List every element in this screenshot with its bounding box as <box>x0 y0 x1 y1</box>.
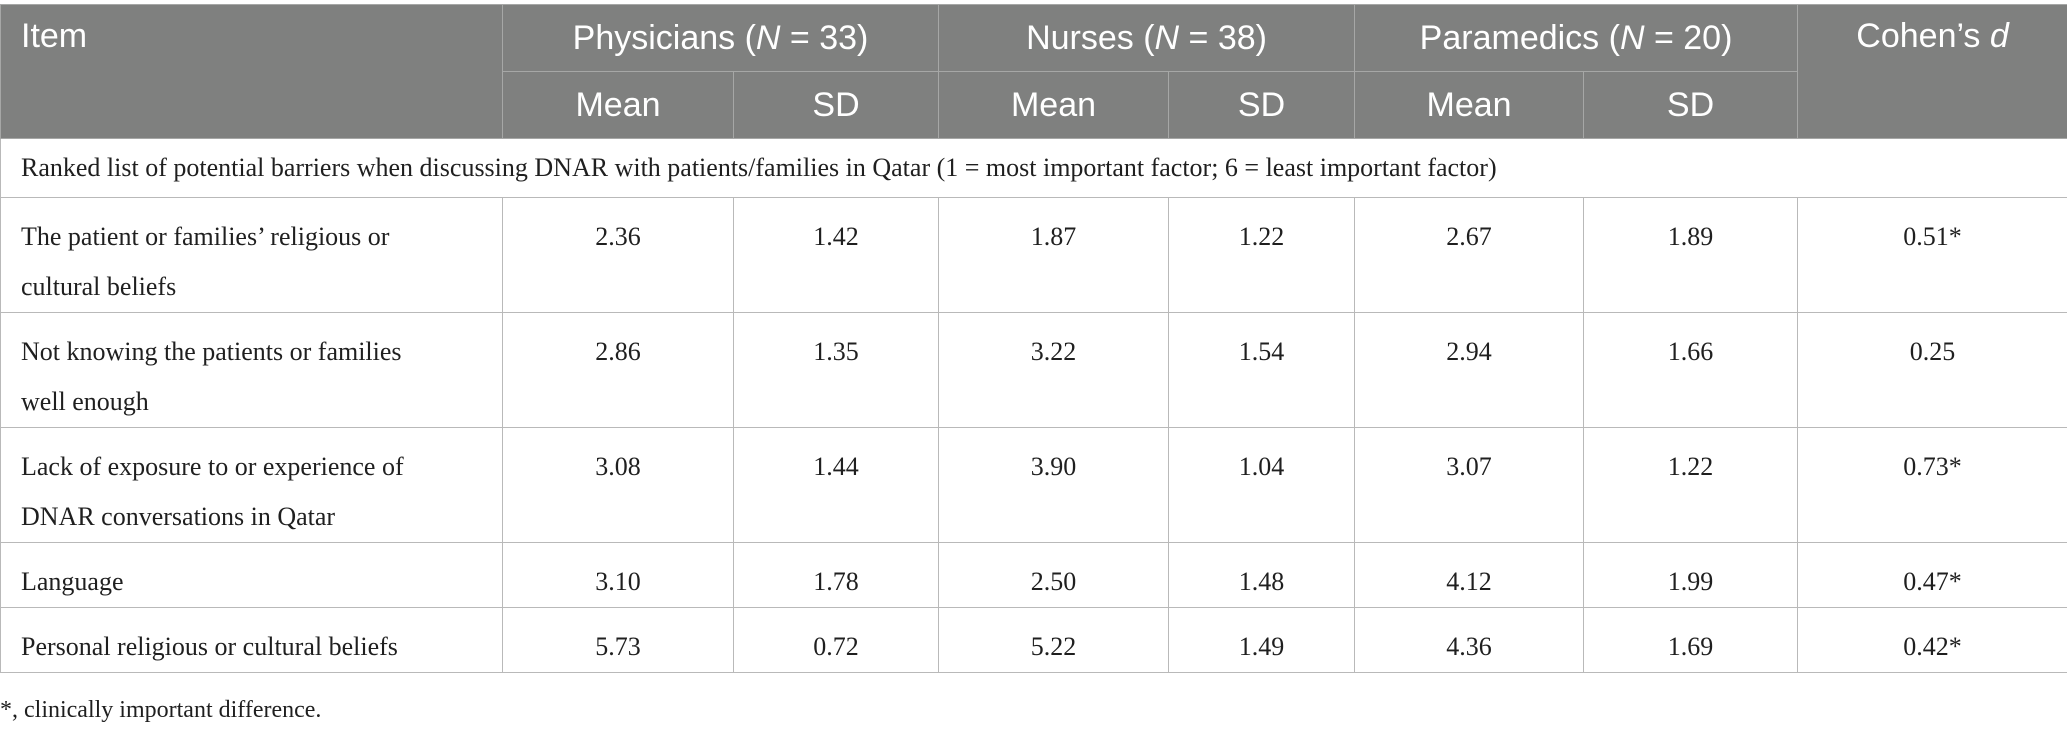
header-sub-sd: SD <box>1168 71 1356 139</box>
header-row-groups: Item Physicians (N = 33) Nurses (N = 38)… <box>0 4 2067 139</box>
table-row: The patient or families’ religious or cul… <box>0 197 2067 313</box>
table-row: Lack of exposure to or experience of DNAR… <box>0 427 2067 543</box>
item-cell: The patient or families’ religious or cul… <box>0 197 503 313</box>
header-physicians-suffix: = 33) <box>780 18 869 57</box>
value-cell: 2.86 <box>502 312 734 428</box>
header-cohen-prefix: Cohen’s <box>1856 17 1990 55</box>
value-cell: 1.44 <box>732 427 940 543</box>
value-cell: 0.72 <box>732 607 940 673</box>
header-nurses-suffix: = 38) <box>1179 18 1267 57</box>
value-cell: 1.35 <box>732 312 940 428</box>
item-cell: Language <box>0 542 503 608</box>
value-cell: 1.42 <box>732 197 940 313</box>
header-nurses-prefix: Nurses ( <box>1026 18 1155 57</box>
value-cell: 4.12 <box>1354 542 1585 608</box>
cohen-cell: 0.51* <box>1797 197 2067 313</box>
table-row: Not knowing the patients or families well… <box>0 312 2067 428</box>
item-line: Lack of exposure to or experience of <box>21 452 404 481</box>
header-physicians: Physicians (N = 33) <box>501 4 940 72</box>
header-paramedics-suffix: = 20) <box>1644 18 1733 57</box>
value-cell: 1.48 <box>1168 542 1356 608</box>
cohen-cell: 0.25 <box>1797 312 2067 428</box>
value-cell: 3.22 <box>938 312 1170 428</box>
value-cell: 2.94 <box>1354 312 1585 428</box>
header-sub-mean: Mean <box>1354 71 1585 139</box>
value-cell: 1.87 <box>938 197 1170 313</box>
cohen-cell: 0.47* <box>1797 542 2067 608</box>
header-paramedics: Paramedics (N = 20) <box>1354 4 1799 72</box>
value-cell: 1.54 <box>1168 312 1356 428</box>
value-cell: 1.22 <box>1168 197 1356 313</box>
value-cell: 1.49 <box>1168 607 1356 673</box>
value-cell: 1.66 <box>1583 312 1799 428</box>
header-nurses-n: N <box>1154 18 1180 57</box>
value-cell: 1.04 <box>1168 427 1356 543</box>
header-sub-sd: SD <box>1583 71 1799 139</box>
header-item: Item <box>0 4 503 139</box>
header-cohens-d: Cohen’s d <box>1797 4 2067 139</box>
cohen-cell: 0.42* <box>1797 607 2067 673</box>
header-cohen-d: d <box>1989 17 2009 55</box>
header-sub-mean: Mean <box>938 71 1170 139</box>
value-cell: 1.99 <box>1583 542 1799 608</box>
value-cell: 3.90 <box>938 427 1170 543</box>
item-line: Not knowing the patients or families <box>21 337 402 366</box>
cohen-cell: 0.73* <box>1797 427 2067 543</box>
footnote: *, clinically important difference. <box>0 697 322 723</box>
value-cell: 1.69 <box>1583 607 1799 673</box>
header-paramedics-prefix: Paramedics ( <box>1419 18 1620 57</box>
item-line: well enough <box>21 387 149 416</box>
item-cell: Lack of exposure to or experience of DNAR… <box>0 427 503 543</box>
value-cell: 5.22 <box>938 607 1170 673</box>
item-line: DNAR conversations in Qatar <box>21 502 336 531</box>
value-cell: 2.36 <box>502 197 734 313</box>
header-sub-sd: SD <box>732 71 940 139</box>
item-line: The patient or families’ religious or <box>21 222 390 251</box>
header-sub-mean: Mean <box>502 71 734 139</box>
table-row: Personal religious or cultural beliefs 5… <box>0 607 2067 673</box>
table-row: Language 3.10 1.78 2.50 1.48 4.12 1.99 0… <box>0 542 2067 608</box>
item-cell: Not knowing the patients or families well… <box>0 312 503 428</box>
value-cell: 2.67 <box>1354 197 1585 313</box>
item-line: cultural beliefs <box>21 272 177 301</box>
value-cell: 5.73 <box>502 607 734 673</box>
value-cell: 3.07 <box>1354 427 1585 543</box>
section-title: Ranked list of potential barriers when d… <box>0 138 2067 198</box>
value-cell: 3.08 <box>502 427 734 543</box>
value-cell: 3.10 <box>502 542 734 608</box>
value-cell: 1.22 <box>1583 427 1799 543</box>
value-cell: 1.89 <box>1583 197 1799 313</box>
value-cell: 4.36 <box>1354 607 1585 673</box>
value-cell: 2.50 <box>938 542 1170 608</box>
header-physicians-n: N <box>755 18 781 57</box>
data-table: Item Physicians (N = 33) Nurses (N = 38)… <box>0 4 2067 673</box>
value-cell: 1.78 <box>732 542 940 608</box>
header-nurses: Nurses (N = 38) <box>938 4 1356 72</box>
header-physicians-prefix: Physicians ( <box>572 18 756 57</box>
header-paramedics-n: N <box>1619 18 1645 57</box>
header-row-sub: Mean SD Mean SD Mean SD <box>1 71 2067 139</box>
section-row: Ranked list of potential barriers when d… <box>0 138 2067 198</box>
item-cell: Personal religious or cultural beliefs <box>0 607 503 673</box>
